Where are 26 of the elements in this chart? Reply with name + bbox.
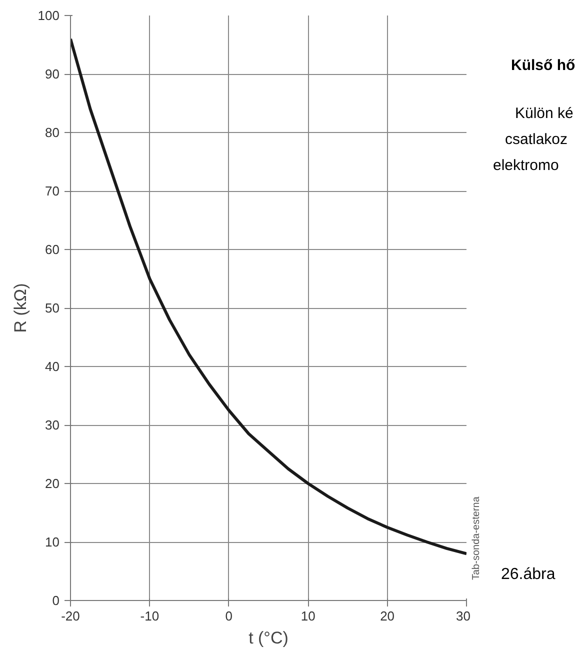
y-tick-label: 70 bbox=[45, 184, 60, 198]
text: Külső hő bbox=[511, 56, 576, 76]
y-tick-label: 50 bbox=[45, 300, 60, 316]
text: Külön ké bbox=[515, 105, 574, 122]
line-series bbox=[70, 37, 466, 556]
y-tick-label: 30 bbox=[45, 418, 60, 432]
text: Tab-sonda-esterna bbox=[470, 496, 483, 580]
x-tick-label: 0 bbox=[225, 608, 233, 624]
y-tick-label: 60 bbox=[45, 242, 60, 257]
y-tick-label: 40 bbox=[45, 359, 60, 374]
y-tick-label: 20 bbox=[45, 476, 60, 491]
y-tick-label: 0 bbox=[52, 593, 60, 608]
text: csatlakoz bbox=[505, 131, 568, 148]
y-tick-label: 100 bbox=[38, 8, 60, 23]
x-tick-label: -20 bbox=[61, 608, 80, 624]
x-tick-label: -10 bbox=[140, 608, 160, 624]
text: 26.ábra bbox=[501, 565, 556, 586]
x-tick-label: 20 bbox=[380, 608, 395, 624]
text: elektromo bbox=[493, 157, 559, 174]
x-tick-label: 10 bbox=[300, 608, 316, 624]
y-tick-label: 90 bbox=[45, 66, 60, 82]
x-tick-label: 30 bbox=[456, 608, 471, 624]
x-axis-title: t (°C) bbox=[248, 628, 288, 648]
y-tick-label: 10 bbox=[45, 534, 60, 550]
y-tick-label: 80 bbox=[45, 125, 60, 140]
y-axis-title: R (kΩ) bbox=[10, 283, 30, 333]
